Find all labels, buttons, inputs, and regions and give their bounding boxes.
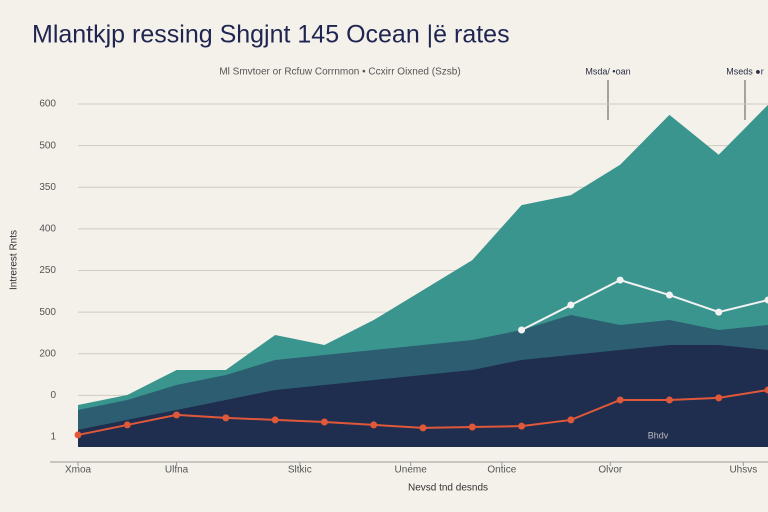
- point: [567, 416, 575, 424]
- point: [271, 416, 279, 424]
- point: [173, 411, 181, 419]
- y-tick-label: 250: [39, 265, 56, 276]
- point: [715, 394, 723, 402]
- point: [222, 414, 230, 422]
- y-tick-label: 600: [39, 99, 56, 110]
- x-axis-label: Nevsd tnd desnds: [408, 483, 488, 494]
- x-tick-label: Ontice: [487, 465, 516, 476]
- point: [764, 386, 768, 394]
- y-tick-label: 500: [39, 307, 56, 318]
- point: [715, 308, 723, 316]
- x-tick-label: Uneme: [395, 465, 428, 476]
- annotation: Bhdv: [648, 430, 669, 440]
- x-tick-label: Uhsvs: [729, 465, 757, 476]
- y-tick-label: 0: [50, 390, 56, 401]
- point: [616, 276, 624, 284]
- point: [320, 418, 328, 426]
- chart-title: Mlantkjp ressing Shgjnt 145 Ocean |ë rat…: [32, 21, 510, 49]
- line: [521, 279, 768, 331]
- point: [370, 421, 378, 429]
- point: [518, 326, 526, 334]
- point: [665, 396, 673, 404]
- x-tick-label: Sltkic: [288, 465, 312, 476]
- point: [74, 431, 82, 439]
- x-tick-label: Olvor: [598, 465, 623, 476]
- y-tick-label: 350: [39, 182, 56, 193]
- area: [78, 345, 768, 447]
- point: [764, 296, 768, 304]
- y-tick-label: 1: [50, 432, 56, 443]
- point: [665, 291, 673, 299]
- annotation: Mseds ●r: [726, 66, 763, 76]
- point: [419, 424, 427, 432]
- x-tick-label: Ulfna: [165, 465, 189, 476]
- point: [468, 423, 476, 431]
- y-tick-label: 400: [39, 224, 56, 235]
- point: [123, 421, 131, 429]
- annotation: Msda/ •oan: [585, 66, 630, 76]
- y-tick-label: 500: [39, 140, 56, 151]
- chart-subtitle: Ml Smvtoer or Rcfuw Corrnmon • Ccxirr Oi…: [219, 67, 460, 78]
- x-tick-label: Xmoa: [65, 465, 92, 476]
- point: [567, 301, 575, 309]
- point: [616, 396, 624, 404]
- y-axis-label: Intrerest Rnts: [9, 230, 20, 290]
- y-tick-label: 200: [39, 348, 56, 359]
- point: [518, 422, 526, 430]
